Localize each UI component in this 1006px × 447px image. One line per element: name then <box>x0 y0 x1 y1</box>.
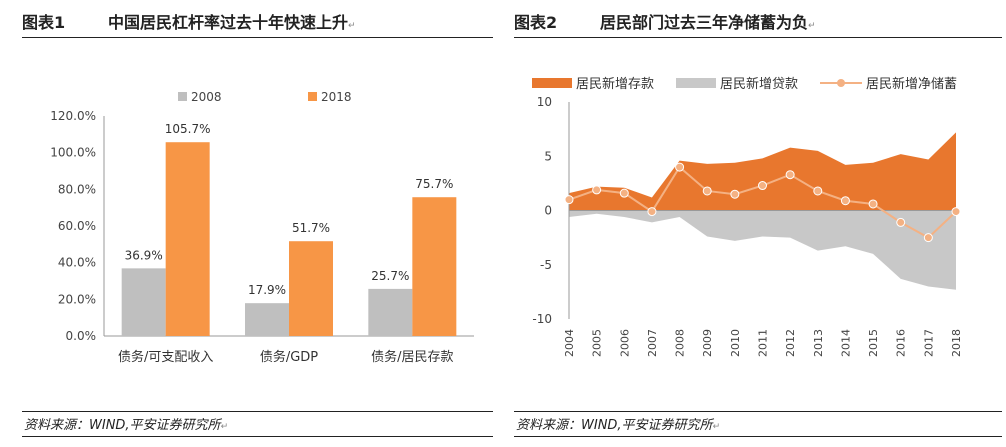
y-tick-label: -10 <box>532 312 552 326</box>
legend-label: 居民新增贷款 <box>720 76 798 92</box>
figure-title: 图表1 中国居民杠杆率过去十年快速上升↵ <box>22 10 497 36</box>
figure-number: 图表2 <box>514 13 558 32</box>
legend-label: 居民新增存款 <box>576 76 654 92</box>
bar-chart: 0.0% 20.0% 40.0% 60.0% 80.0% 100.0% 120.0% 36.9… <box>50 90 474 365</box>
point-net-savings <box>896 217 906 227</box>
point-net-savings <box>923 233 933 243</box>
point-net-savings <box>813 186 823 196</box>
figure-title: 图表2 居民部门过去三年净储蓄为负↵ <box>514 10 1006 36</box>
y-tick-label: 0 <box>544 204 552 218</box>
data-label: 105.7% <box>165 122 211 136</box>
bar-2018 <box>289 241 333 336</box>
bar-2018 <box>412 197 457 336</box>
source-rule-bottom <box>22 436 493 437</box>
left-panel: 图表1 中国居民杠杆率过去十年快速上升↵ 0.0% 20.0% 40.0% 60.0% 8… <box>0 0 497 447</box>
point-net-savings <box>730 189 740 199</box>
x-tick-label: 债务/可支配收入 <box>118 349 213 365</box>
legend-swatch-net-marker <box>837 79 845 87</box>
point-net-savings <box>868 199 878 209</box>
y-tick-label: 120.0% <box>50 109 96 123</box>
point-net-savings <box>758 181 767 191</box>
x-tick-label: 2012 <box>784 329 797 357</box>
area-deposits <box>569 132 956 211</box>
title-rule <box>514 37 1002 38</box>
title-rule <box>22 37 493 38</box>
data-label: 25.7% <box>371 269 409 283</box>
point-net-savings <box>840 196 850 206</box>
area-loans <box>569 210 956 290</box>
data-label: 36.9% <box>125 248 163 262</box>
x-tick-label: 债务/居民存款 <box>371 349 453 365</box>
return-mark-icon: ↵ <box>220 422 229 432</box>
point-net-savings <box>592 185 602 195</box>
return-mark-icon: ↵ <box>808 21 816 31</box>
legend-label: 2008 <box>191 90 222 104</box>
right-panel: 图表2 居民部门过去三年净储蓄为负↵ -10 -5 0 5 10 2004 2005 2006 2… <box>508 0 1006 447</box>
x-tick-label: 2009 <box>701 329 714 357</box>
point-net-savings <box>647 207 657 217</box>
y-tick-label: 20.0% <box>58 292 96 306</box>
x-tick-label: 2018 <box>950 329 963 357</box>
x-tick-label: 2011 <box>757 329 770 357</box>
data-label: 75.7% <box>415 177 453 191</box>
point-net-savings <box>951 207 961 217</box>
bar-2008 <box>245 303 289 336</box>
x-tick-label: 2017 <box>922 329 935 357</box>
legend-swatch-deposits <box>532 78 572 88</box>
y-tick-label: 5 <box>544 149 552 163</box>
source-rule-top <box>514 411 1002 412</box>
area-chart: -10 -5 0 5 10 2004 2005 2006 2007 2008 2009 2010 201… <box>532 76 963 357</box>
return-mark-icon: ↵ <box>348 21 356 31</box>
point-net-savings <box>702 186 712 196</box>
x-tick-label: 2007 <box>646 329 659 357</box>
y-tick-label: 0.0% <box>66 329 97 343</box>
source-note: 资料来源：WIND,平安证券研究所↵ <box>516 418 721 433</box>
x-tick-label: 2006 <box>618 329 631 357</box>
point-net-savings <box>785 170 795 180</box>
x-tick-label: 2010 <box>729 329 742 357</box>
figure-number: 图表1 <box>22 13 66 32</box>
x-tick-label: 2008 <box>674 329 687 357</box>
y-tick-label: 40.0% <box>58 256 96 270</box>
legend-swatch-2018 <box>308 92 317 101</box>
legend-label: 居民新增净储蓄 <box>866 76 957 92</box>
return-mark-icon: ↵ <box>712 422 721 432</box>
bar-2008 <box>368 288 413 336</box>
data-label: 17.9% <box>248 283 286 297</box>
y-tick-label: 80.0% <box>58 182 96 196</box>
source-note: 资料来源：WIND,平安证券研究所↵ <box>24 418 229 433</box>
point-net-savings <box>564 195 574 205</box>
y-tick-label: 10 <box>537 95 552 109</box>
point-net-savings <box>675 162 685 172</box>
figure-title-text: 中国居民杠杆率过去十年快速上升 <box>108 13 349 32</box>
x-tick-label: 2016 <box>895 329 908 357</box>
point-net-savings <box>619 188 629 198</box>
source-rule-bottom <box>514 436 1002 437</box>
y-tick-label: -5 <box>540 258 552 272</box>
y-tick-label: 100.0% <box>50 146 96 160</box>
y-tick-label: 60.0% <box>58 219 96 233</box>
legend-swatch-loans <box>676 78 716 88</box>
legend-swatch-2008 <box>178 92 187 101</box>
x-tick-label: 2014 <box>839 329 852 357</box>
x-tick-label: 债务/GDP <box>260 349 318 365</box>
data-label: 51.7% <box>292 221 330 235</box>
legend-label: 2018 <box>321 90 352 104</box>
x-tick-label: 2013 <box>812 329 825 357</box>
bar-2008 <box>121 268 166 336</box>
figure-title-text: 居民部门过去三年净储蓄为负 <box>600 13 809 32</box>
x-tick-label: 2004 <box>563 329 576 357</box>
x-tick-label: 2015 <box>867 329 880 357</box>
bar-2018 <box>165 142 210 336</box>
x-tick-label: 2005 <box>591 329 604 357</box>
source-rule-top <box>22 411 493 412</box>
